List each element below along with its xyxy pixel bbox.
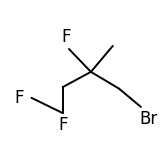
Text: Br: Br (140, 110, 158, 128)
Text: F: F (61, 28, 71, 46)
Text: F: F (14, 89, 24, 107)
Text: F: F (58, 116, 67, 134)
